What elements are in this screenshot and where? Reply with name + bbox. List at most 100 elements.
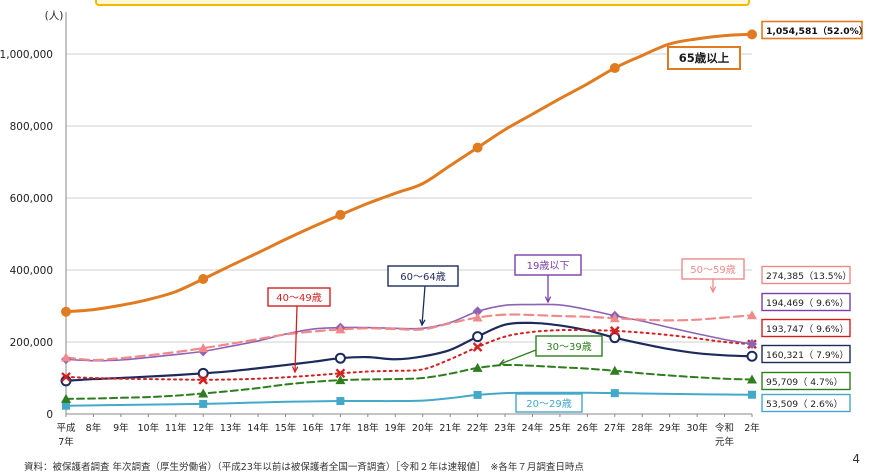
- end-label-s65: 1,054,581（52.0%）: [766, 26, 868, 37]
- callout-box-a65: [667, 46, 741, 70]
- series-line-s50: [64, 313, 754, 362]
- data-point-s20: [62, 401, 70, 410]
- x-tick-label: 2年: [744, 422, 760, 434]
- end-label-s20: 53,509（ 2.6%）: [766, 399, 843, 410]
- x-marker-stroke: [472, 342, 483, 352]
- callout-box-a60: [387, 265, 459, 287]
- x-tick-label: 28年: [631, 422, 653, 434]
- x-tick-label: 9年: [113, 422, 129, 434]
- x-tick-label: 29年: [659, 422, 681, 434]
- data-point-s20: [199, 399, 208, 408]
- source-footnote: 資料：被保護者調査 年次調査（厚生労働省）（平成23年以前は被保護者全国一斉調査…: [24, 462, 584, 473]
- x-tick-label: 平成: [56, 422, 76, 434]
- end-label-box-s60: [761, 344, 851, 364]
- data-point-s65: [61, 306, 71, 317]
- x-marker-stroke: [609, 325, 620, 336]
- end-label-s19: 194,469（ 9.6%）: [766, 298, 849, 309]
- y-axis-title: (人): [45, 10, 64, 22]
- x-tick-label: 12年: [192, 422, 214, 434]
- axes: 0 200,000 400,000 600,000 800,000 1,000,000 (人…: [0, 10, 760, 448]
- data-point-s65: [609, 63, 620, 74]
- x-marker-stroke: [61, 372, 71, 382]
- data-point-s30: [747, 374, 757, 384]
- x-tick-label: 21年: [439, 422, 461, 434]
- data-point-s40: [198, 374, 209, 385]
- data-point-s19: [747, 338, 757, 349]
- x-tick-label: 22年: [467, 422, 489, 434]
- gridlines: [66, 53, 752, 415]
- series-line-s60: [64, 321, 754, 382]
- callout-arrowhead-a50: [709, 286, 717, 294]
- annotations: 65歳以上 60〜64歳 40〜49歳 19歳以下 50〜59歳 30〜39歳 20〜29歳: [267, 46, 745, 413]
- end-labels: 1,054,581（52.0%） 274,385（13.5%） 194,469（ 9…: [761, 20, 868, 413]
- x-tick-label: 26年: [577, 422, 599, 434]
- data-point-s40: [335, 368, 346, 379]
- data-point-s20: [748, 390, 756, 399]
- callout-arrow-a60: [421, 285, 426, 326]
- x-tick-label: 24年: [522, 422, 544, 434]
- data-point-s50: [61, 352, 71, 362]
- x-tick-label: 18年: [357, 422, 379, 434]
- x-tick-label: 11年: [165, 422, 187, 434]
- data-point-s65: [335, 209, 346, 220]
- x-tick-label-line2: 元年: [715, 436, 735, 448]
- data-point-s30: [472, 362, 483, 372]
- end-label-s40: 193,747（ 9.6%）: [766, 324, 849, 335]
- x-tick-label: 17年: [330, 422, 352, 434]
- data-point-s65: [198, 274, 209, 284]
- end-label-s60: 160,321（ 7.9%）: [766, 350, 849, 361]
- series-line-s20: [65, 391, 753, 407]
- x-tick-label: 23年: [494, 422, 516, 434]
- data-point-s30: [335, 375, 346, 385]
- data-point-s19: [472, 306, 483, 317]
- end-label-box-s65: [761, 20, 863, 40]
- end-label-box-s30: [761, 371, 851, 391]
- x-tick-label: 30年: [686, 422, 708, 434]
- callout-label-a50: 50〜59歳: [690, 264, 735, 276]
- end-label-box-s20: [761, 393, 851, 413]
- x-tick-label: 13年: [220, 422, 242, 434]
- end-label-s30: 95,709（ 4.7%）: [766, 377, 843, 388]
- data-point-s60: [609, 332, 621, 344]
- callout-arrow-a30: [499, 349, 537, 365]
- y-tick-label: 200,000: [10, 337, 53, 349]
- data-point-s60: [197, 367, 209, 379]
- data-point-s65: [747, 29, 757, 40]
- title-banner-edge: [95, 0, 750, 6]
- x-tick-label: 14年: [247, 422, 269, 434]
- callout-arrowhead-a19: [544, 296, 552, 304]
- callout-arrowhead-a60: [419, 319, 426, 327]
- series-line-s40: [65, 328, 753, 381]
- data-point-s60: [746, 350, 758, 362]
- end-label-box-s19: [761, 292, 851, 312]
- callout-arrow-a40: [294, 305, 298, 373]
- x-marker-stroke: [335, 368, 346, 379]
- series-line-s65: [64, 32, 754, 314]
- y-tick-label: 0: [46, 409, 53, 421]
- callout-label-a30: 30〜39歳: [546, 341, 591, 353]
- series-line-s30: [65, 363, 753, 400]
- x-tick-label: 10年: [138, 422, 160, 434]
- end-label-box-s40: [761, 318, 851, 338]
- data-point-s30: [609, 365, 620, 375]
- x-tick-label: 16年: [302, 422, 324, 434]
- callout-label-a19: 19歳以下: [527, 260, 570, 272]
- callout-label-a60: 60〜64歳: [400, 271, 445, 283]
- series-markers: [60, 29, 758, 410]
- data-point-s20: [610, 389, 619, 398]
- x-tick-label-line2: 7年: [58, 436, 74, 448]
- data-point-s20: [473, 390, 482, 399]
- x-tick-label: 19年: [384, 422, 406, 434]
- callout-box-a30: [535, 335, 603, 357]
- x-tick-label: 25年: [549, 422, 571, 434]
- callout-label-a40: 40〜49歳: [276, 292, 321, 304]
- x-tick-label: 27年: [604, 422, 626, 434]
- data-point-s50: [747, 310, 757, 320]
- data-point-s60: [472, 331, 484, 343]
- data-point-s40: [472, 342, 483, 352]
- page-number: 4: [852, 452, 860, 466]
- callout-label-a65: 65歳以上: [679, 51, 730, 65]
- callout-box-a40: [267, 287, 331, 307]
- data-point-s50: [198, 343, 209, 353]
